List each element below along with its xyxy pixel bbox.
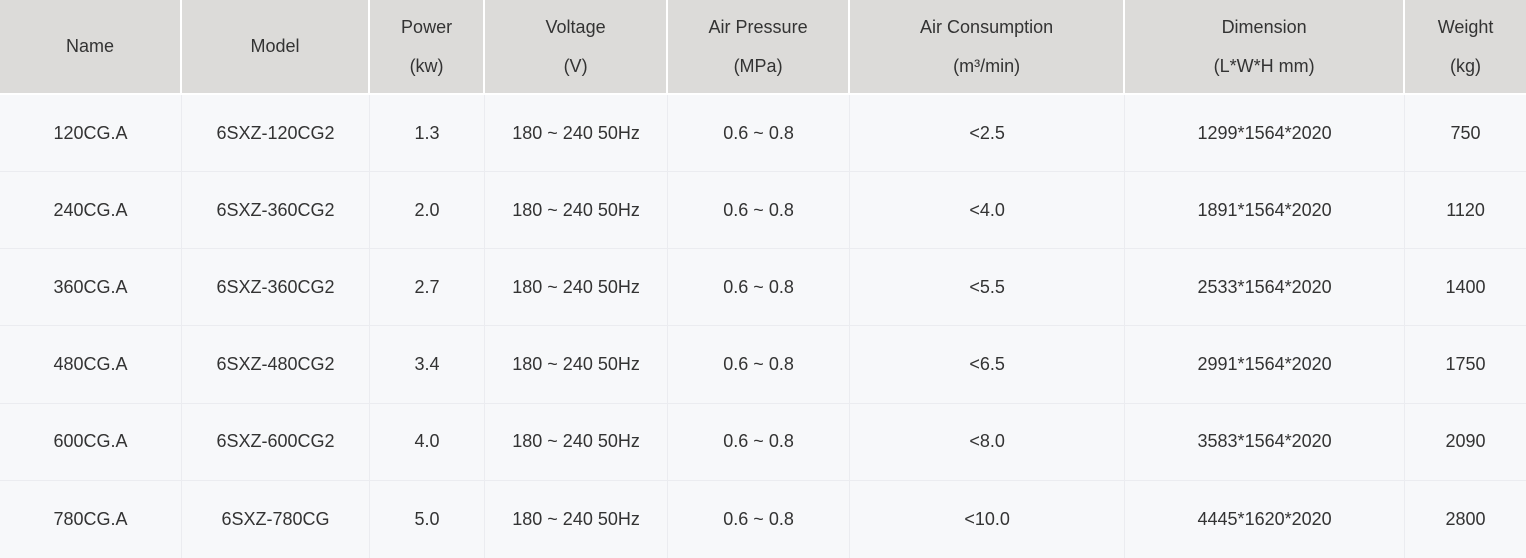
table-cell: 0.6 ~ 0.8 bbox=[668, 172, 851, 250]
table-cell: 6SXZ-780CG bbox=[182, 480, 371, 558]
table-cell: 0.6 ~ 0.8 bbox=[668, 326, 851, 404]
table-cell: 600CG.A bbox=[0, 403, 183, 481]
column-header-dimension: Dimension (L*W*H mm) bbox=[1125, 0, 1406, 95]
table-cell: 180 ~ 240 50Hz bbox=[485, 403, 669, 481]
table-cell: 4445*1620*2020 bbox=[1125, 480, 1406, 558]
column-unit: (L*W*H mm) bbox=[1213, 55, 1315, 76]
column-header-voltage: Voltage (V) bbox=[485, 0, 669, 95]
table-row: 480CG.A 6SXZ-480CG2 3.4 180 ~ 240 50Hz 0.6 ~… bbox=[0, 326, 1526, 404]
table-cell: 0.6 ~ 0.8 bbox=[668, 95, 851, 173]
table-cell: 1120 bbox=[1405, 172, 1526, 250]
column-header-model: Model bbox=[182, 0, 371, 95]
table-cell: 120CG.A bbox=[0, 95, 183, 173]
table-cell: 6SXZ-120CG2 bbox=[182, 95, 371, 173]
table-cell: 6SXZ-480CG2 bbox=[182, 326, 371, 404]
table-cell: 6SXZ-360CG2 bbox=[182, 172, 371, 250]
table-cell: <6.5 bbox=[850, 326, 1126, 404]
table-row: 600CG.A 6SXZ-600CG2 4.0 180 ~ 240 50Hz 0.6 ~… bbox=[0, 403, 1526, 481]
column-label: Air Consumption bbox=[920, 16, 1054, 37]
table-cell: 6SXZ-600CG2 bbox=[182, 403, 371, 481]
table-cell: 240CG.A bbox=[0, 172, 183, 250]
column-unit: (kg) bbox=[1450, 55, 1482, 76]
table-cell: <2.5 bbox=[850, 95, 1126, 173]
table-cell: 3.4 bbox=[370, 326, 486, 404]
table-cell: 180 ~ 240 50Hz bbox=[485, 480, 669, 558]
column-header-name: Name bbox=[0, 0, 183, 95]
table-cell: 3583*1564*2020 bbox=[1125, 403, 1406, 481]
column-label: Weight bbox=[1437, 16, 1494, 37]
column-unit: (kw) bbox=[409, 55, 444, 76]
table-cell: 180 ~ 240 50Hz bbox=[485, 172, 669, 250]
table-cell: 6SXZ-360CG2 bbox=[182, 249, 371, 327]
column-label: Dimension bbox=[1221, 16, 1307, 37]
table-cell: 180 ~ 240 50Hz bbox=[485, 249, 669, 327]
column-label: Voltage bbox=[545, 16, 606, 37]
table-cell: 180 ~ 240 50Hz bbox=[485, 95, 669, 173]
table-cell: 2800 bbox=[1405, 480, 1526, 558]
table-cell: 0.6 ~ 0.8 bbox=[668, 480, 851, 558]
table-cell: 2.0 bbox=[370, 172, 486, 250]
column-label: Air Pressure bbox=[708, 16, 808, 37]
table-cell: 2533*1564*2020 bbox=[1125, 249, 1406, 327]
column-header-weight: Weight (kg) bbox=[1405, 0, 1526, 95]
table-cell: 360CG.A bbox=[0, 249, 183, 327]
column-header-air-pressure: Air Pressure (MPa) bbox=[668, 0, 851, 95]
table-cell: 480CG.A bbox=[0, 326, 183, 404]
table-cell: <5.5 bbox=[850, 249, 1126, 327]
table-cell: 2991*1564*2020 bbox=[1125, 326, 1406, 404]
table-header-row: Name Model Power (kw) Voltage (V) Air Pressure… bbox=[0, 0, 1526, 95]
table-cell: 1400 bbox=[1405, 249, 1526, 327]
column-label: Model bbox=[250, 36, 300, 56]
table-cell: 5.0 bbox=[370, 480, 486, 558]
table-body: 120CG.A 6SXZ-120CG2 1.3 180 ~ 240 50Hz 0.6 ~… bbox=[0, 95, 1526, 558]
table-cell: 1299*1564*2020 bbox=[1125, 95, 1406, 173]
table-cell: 1.3 bbox=[370, 95, 486, 173]
column-label: Name bbox=[66, 36, 115, 56]
table-row: 780CG.A 6SXZ-780CG 5.0 180 ~ 240 50Hz 0.6 ~ … bbox=[0, 480, 1526, 558]
table-header: Name Model Power (kw) Voltage (V) Air Pressure… bbox=[0, 0, 1526, 95]
column-header-air-consumption: Air Consumption (m³/min) bbox=[850, 0, 1126, 95]
table-cell: 0.6 ~ 0.8 bbox=[668, 403, 851, 481]
table-cell: 1891*1564*2020 bbox=[1125, 172, 1406, 250]
table-row: 360CG.A 6SXZ-360CG2 2.7 180 ~ 240 50Hz 0.6 ~… bbox=[0, 249, 1526, 327]
table-cell: <10.0 bbox=[850, 480, 1126, 558]
table-cell: 0.6 ~ 0.8 bbox=[668, 249, 851, 327]
column-unit: (V) bbox=[563, 55, 588, 76]
table-cell: 2090 bbox=[1405, 403, 1526, 481]
table-row: 120CG.A 6SXZ-120CG2 1.3 180 ~ 240 50Hz 0.6 ~… bbox=[0, 95, 1526, 173]
column-label: Power bbox=[401, 16, 453, 37]
table-cell: 4.0 bbox=[370, 403, 486, 481]
table-row: 240CG.A 6SXZ-360CG2 2.0 180 ~ 240 50Hz 0.6 ~… bbox=[0, 172, 1526, 250]
column-header-power: Power (kw) bbox=[370, 0, 486, 95]
column-unit: (MPa) bbox=[733, 55, 783, 76]
table-cell: 750 bbox=[1405, 95, 1526, 173]
table-cell: 1750 bbox=[1405, 326, 1526, 404]
table-cell: 2.7 bbox=[370, 249, 486, 327]
table-cell: 180 ~ 240 50Hz bbox=[485, 326, 669, 404]
table-cell: <8.0 bbox=[850, 403, 1126, 481]
table-cell: 780CG.A bbox=[0, 480, 183, 558]
table-cell: <4.0 bbox=[850, 172, 1126, 250]
column-unit: (m³/min) bbox=[953, 55, 1021, 76]
